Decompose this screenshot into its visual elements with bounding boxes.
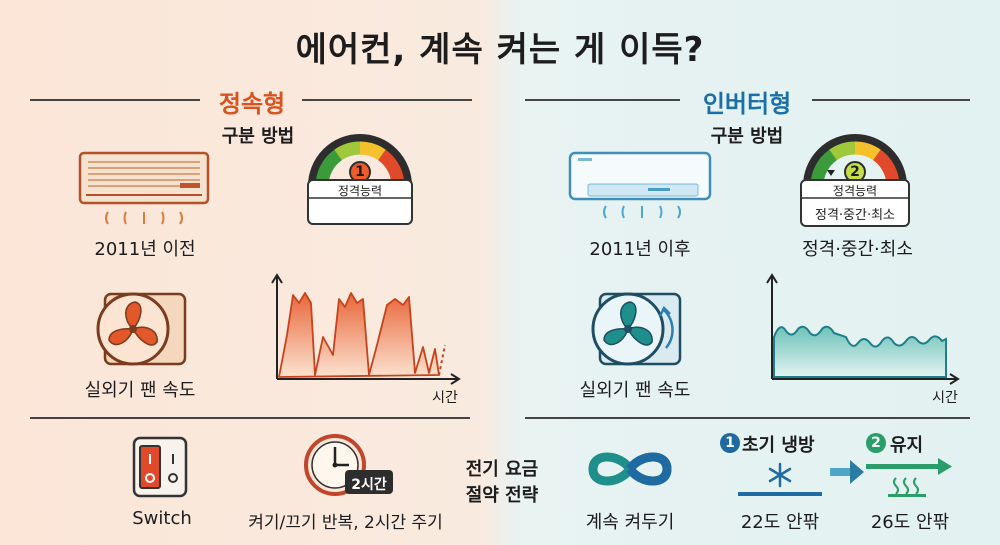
- step2-label: 유지: [890, 435, 924, 456]
- right-gauge-caption: 정격·중간·최소: [802, 239, 913, 260]
- gauge-card-label-2: 정격능력: [832, 184, 878, 198]
- cycle-caption: 켜기/끄기 반복, 2시간 주기: [248, 513, 443, 533]
- inverter-ac-unit-icon: [568, 151, 712, 219]
- right-method-label: 구분 방법: [710, 126, 784, 147]
- step2-badge: [866, 433, 886, 453]
- inverter-heading: 인버터형: [702, 90, 792, 118]
- inverter-speed-chart: [766, 273, 960, 385]
- clock-badge: 2시간: [351, 477, 387, 493]
- switch-caption: Switch: [132, 508, 192, 529]
- arrow-right-icon: [830, 460, 864, 484]
- heat-wave-arrow-icon: [866, 458, 952, 497]
- fixed-speed-heading: 정속형: [218, 90, 286, 118]
- right-axis-time: 시간: [932, 390, 958, 406]
- fan-icon-inverter: [591, 292, 682, 366]
- energy-gauge-grade-1: [307, 134, 413, 225]
- strategy-line-1: 전기 요금: [465, 459, 539, 480]
- left-header-rule-right: [302, 99, 472, 101]
- fan-icon-fixed: [96, 292, 187, 366]
- infinity-icon: [588, 452, 672, 486]
- gauge-card-sub: 정격·중간·최소: [814, 208, 896, 223]
- continuous-caption: 계속 켜두기: [585, 512, 675, 533]
- left-axis-time: 시간: [432, 390, 458, 406]
- left-header-rule-left: [30, 99, 200, 101]
- switch-icon: [132, 436, 188, 498]
- strategy-line-2: 절약 전략: [465, 485, 539, 506]
- gauge-grade-number-2: 2: [850, 164, 860, 180]
- right-fan-caption: 실외기 팬 속도: [579, 380, 691, 401]
- step2-number: 2: [871, 435, 881, 451]
- fixed-speed-chart: [271, 273, 461, 385]
- clock-icon: [304, 434, 393, 496]
- gauge-grade-number: 1: [355, 164, 365, 180]
- step1-number: 1: [725, 435, 735, 451]
- left-unit-caption: 2011년 이전: [94, 239, 196, 260]
- right-header-rule-right: [812, 99, 970, 101]
- left-bottom-rule: [30, 417, 470, 419]
- energy-gauge-grade-2: [800, 134, 910, 227]
- right-header-rule-left: [525, 99, 680, 101]
- step1-badge: [720, 433, 740, 453]
- step1-label: 초기 냉방: [742, 435, 815, 456]
- left-fan-caption: 실외기 팬 속도: [84, 380, 196, 401]
- step1-caption: 22도 안팎: [740, 512, 820, 533]
- left-method-label: 구분 방법: [221, 126, 295, 147]
- snowflake-icon: [738, 462, 822, 496]
- page-title: 에어컨, 계속 켜는 게 이득?: [295, 30, 705, 70]
- right-unit-caption: 2011년 이후: [589, 239, 691, 260]
- step2-caption: 26도 안팎: [870, 512, 950, 533]
- right-bottom-rule: [525, 417, 970, 419]
- gauge-card-label: 정격능력: [337, 184, 383, 198]
- old-ac-unit-icon: [78, 151, 210, 225]
